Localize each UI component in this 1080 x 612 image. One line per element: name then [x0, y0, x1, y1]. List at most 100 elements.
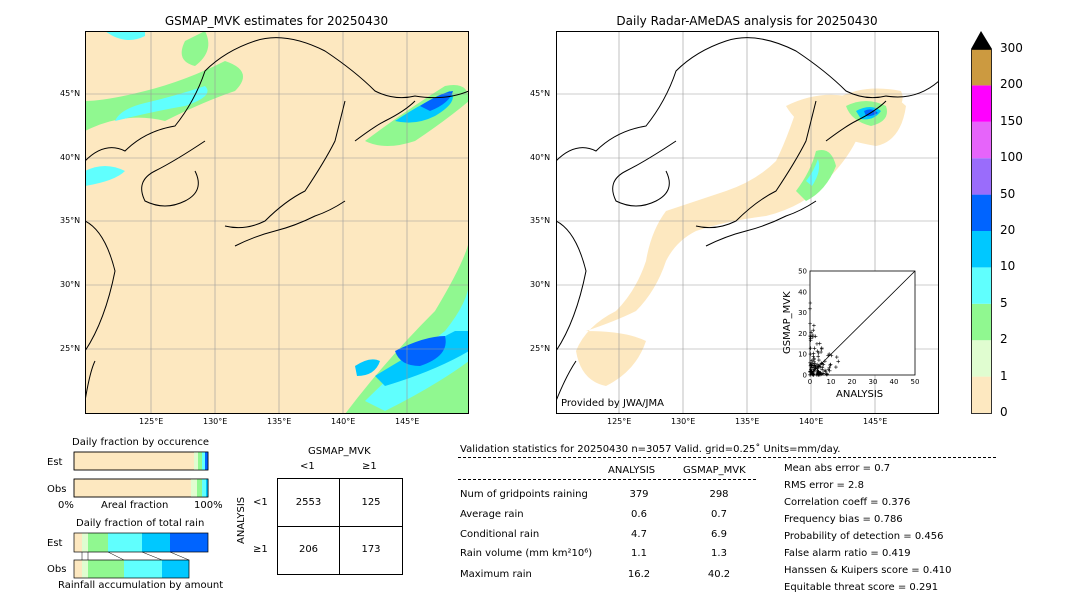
stat-label: Maximum rain: [460, 569, 532, 580]
left-lat-label: 25°N: [60, 344, 81, 353]
stat-analysis: 4.7: [631, 529, 647, 540]
contingency-table: 2553 125 206 173: [277, 478, 403, 575]
colorbar-segment: [971, 49, 992, 86]
scatter-point: [808, 334, 812, 338]
colorbar-label: 10: [1000, 259, 1016, 274]
colorbar-segment: [971, 376, 992, 413]
score-line: Mean abs error = 0.7: [784, 463, 891, 474]
scatter-point: [812, 357, 816, 362]
scatter-point: [810, 361, 815, 366]
scatter-point: [812, 363, 817, 368]
stat-analysis: 16.2: [627, 569, 651, 580]
left-lat-label: 30°N: [60, 280, 81, 289]
right-coastlines: [556, 37, 939, 402]
scatter-point: [815, 349, 820, 353]
right-analysis-coverage: [576, 88, 906, 386]
left-lat-label: 35°N: [60, 216, 81, 225]
scatter-point: [823, 359, 827, 364]
scatter-point: [816, 364, 821, 368]
occurrence-obs-label: Obs: [47, 484, 67, 495]
right-lon-label: 135°E: [735, 417, 760, 426]
occurrence-bars: [73, 451, 209, 498]
scatter-point: [808, 334, 813, 339]
stat-gsmap: 0.7: [711, 509, 727, 520]
right-lon-label: 140°E: [799, 417, 824, 426]
left-map-title: GSMAP_MVK estimates for 20250430: [164, 14, 389, 28]
scatter-point: [824, 372, 829, 376]
scatter-point: [819, 361, 824, 366]
score-line: False alarm ratio = 0.419: [784, 548, 911, 559]
colorbar-segment: [971, 340, 992, 377]
occurrence-est-label: Est: [47, 457, 63, 468]
scatter-point: [815, 366, 820, 371]
right-lat-label: 30°N: [530, 280, 551, 289]
scatter-point: [819, 347, 824, 351]
left-lon-label: 130°E: [203, 417, 228, 426]
scatter-point: [817, 358, 821, 362]
scatter-point: [808, 321, 812, 326]
left-lon-label: 140°E: [331, 417, 356, 426]
colorbar-segment: [971, 267, 992, 304]
scatter-point: [829, 353, 834, 358]
left-grid: [85, 31, 469, 414]
occurrence-axis-left: 0%: [58, 500, 74, 511]
contingency-cell: 2553: [295, 497, 322, 508]
total-rain-footer: Rainfall accumulation by amount: [58, 580, 224, 591]
contingency-title: GSMAP_MVK: [308, 446, 371, 457]
scatter-ylabel: GSMAP_MVK: [782, 291, 793, 354]
occurrence-axis-label: Areal fraction: [101, 500, 169, 511]
scatter-point: [828, 362, 833, 367]
stat-analysis: 0.6: [631, 509, 647, 520]
scatter-point: [813, 334, 818, 339]
contingency-row-lt: <1: [253, 497, 268, 508]
right-lat-label: 35°N: [530, 216, 551, 225]
scatter-points: [808, 301, 841, 377]
right-lat-label: 25°N: [530, 344, 551, 353]
colorbar-segment: [971, 231, 992, 268]
colorbar-segment: [971, 158, 992, 195]
colorbar-label: 200: [1000, 77, 1023, 92]
validation-table-divider: [458, 479, 756, 480]
stat-gsmap: 1.3: [711, 548, 727, 559]
right-lon-label: 145°E: [863, 417, 888, 426]
scatter-y-tick: 50: [798, 268, 807, 276]
scatter-point: [809, 363, 813, 367]
scatter-point: [818, 373, 822, 377]
scatter-point: [812, 369, 816, 374]
score-line: Correlation coeff = 0.376: [784, 497, 911, 508]
scatter-point: [808, 307, 812, 311]
scatter-point: [810, 358, 814, 363]
occurrence-axis-right: 100%: [194, 500, 223, 511]
scatter-point: [815, 342, 819, 346]
scatter-point: [828, 363, 832, 367]
score-line: RMS error = 2.8: [784, 480, 864, 491]
colorbar-segments: [971, 49, 992, 413]
scatter-point: [809, 369, 814, 373]
validation-col-gsmap: GSMAP_MVK: [683, 465, 746, 476]
score-line: Probability of detection = 0.456: [784, 531, 944, 542]
scatter-point: [834, 365, 838, 369]
scatter-point: [808, 352, 813, 356]
scatter-point: [821, 371, 825, 376]
colorbar-segment: [971, 303, 992, 341]
scatter-point: [823, 369, 828, 374]
score-line: Equitable threat score = 0.291: [784, 582, 939, 593]
colorbar-label: 5: [1000, 295, 1008, 310]
total-rain-est-label: Est: [47, 538, 63, 549]
scatter-point: [811, 328, 816, 332]
scatter-point: [816, 351, 821, 355]
contingency-row-title: ANALYSIS: [236, 496, 247, 544]
colorbar-label: 20: [1000, 223, 1016, 237]
stat-gsmap: 298: [709, 489, 729, 500]
total-rain-title: Daily fraction of total rain: [76, 518, 205, 529]
stat-gsmap: 40.2: [707, 569, 731, 580]
colorbar-label: 0: [1000, 405, 1008, 419]
left-lon-label: 145°E: [395, 417, 420, 426]
colorbar-label: 2: [1000, 332, 1008, 347]
scatter-point: [817, 341, 822, 346]
right-lat-label: 40°N: [530, 153, 551, 162]
contingency-cell: 173: [361, 544, 381, 555]
scatter-inset: 00 10 10 20 20 30 30 40 40 50 50: [798, 268, 919, 387]
left-rain-field: [85, 31, 469, 414]
scatter-x-tick: 10: [827, 378, 836, 386]
